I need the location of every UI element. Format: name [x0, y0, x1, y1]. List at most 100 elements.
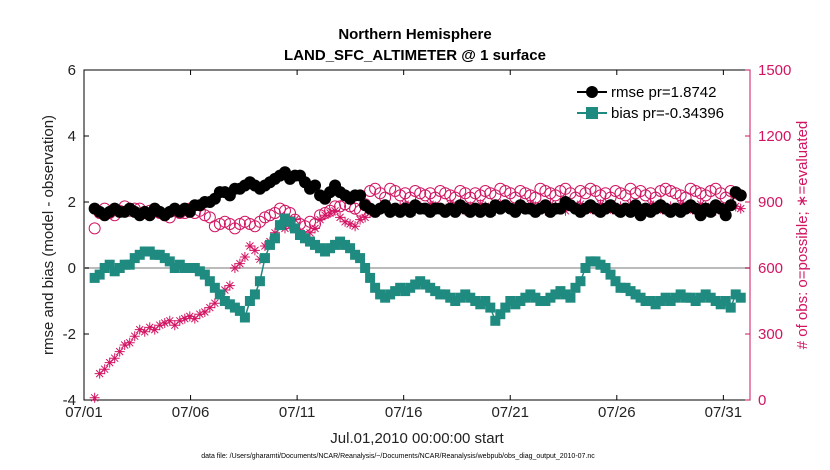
bias-point: [725, 302, 736, 313]
bias-point: [470, 296, 481, 306]
bias-point: [199, 269, 210, 280]
bias-point: [530, 292, 541, 303]
evaluated-point: [229, 263, 240, 273]
bias-point: [600, 263, 611, 273]
bias-point: [274, 220, 285, 231]
legend-rmse-marker: [586, 86, 598, 98]
evaluated-point: [254, 254, 265, 265]
evaluated-point: [89, 392, 100, 403]
x-tick-label: 07/01: [65, 404, 103, 421]
bias-point: [405, 282, 416, 293]
evaluated-point: [695, 199, 706, 210]
bias-point: [184, 263, 195, 273]
bias-point: [415, 276, 426, 287]
bias-point: [710, 296, 721, 306]
data-file-footnote: data file: /Users/gharamti/Documents/NCA…: [201, 453, 595, 460]
evaluated-point: [249, 245, 260, 256]
bias-point: [219, 296, 230, 306]
bias-point: [630, 289, 641, 300]
bias-point: [189, 263, 200, 273]
bias-point: [550, 289, 561, 300]
evaluated-point: [330, 205, 341, 216]
bias-point: [114, 263, 125, 273]
bias-point: [595, 259, 606, 270]
bias-point: [705, 292, 716, 303]
legend-bias-marker: [586, 107, 598, 119]
evaluated-point: [269, 227, 280, 238]
bias-point: [139, 246, 150, 257]
bias-point: [435, 289, 446, 300]
bias-point: [440, 289, 451, 300]
evaluated-point: [119, 340, 130, 350]
evaluated-point: [139, 326, 150, 337]
bias-point: [605, 269, 616, 280]
bias-point: [325, 243, 336, 254]
evaluated-point: [179, 313, 190, 324]
rmse-point: [724, 199, 737, 212]
bias-point: [94, 269, 105, 280]
evaluated-point: [305, 227, 316, 238]
evaluated-point: [360, 212, 371, 223]
bias-point: [350, 249, 361, 260]
evaluated-point: [154, 320, 165, 331]
evaluated-point: [735, 203, 746, 214]
evaluated-point: [144, 322, 155, 333]
bias-point: [540, 296, 551, 306]
bias-point: [680, 292, 691, 303]
bias-point: [655, 296, 666, 306]
bias-point: [510, 299, 521, 310]
bias-point: [194, 266, 205, 277]
bias-point: [420, 279, 431, 290]
plot-area: [83, 69, 751, 401]
bias-point: [625, 286, 636, 297]
bias-point: [365, 272, 376, 283]
bias-point: [109, 266, 120, 277]
bias-point: [620, 282, 631, 293]
evaluated-point: [99, 364, 110, 375]
bias-point: [239, 312, 250, 323]
evaluated-point: [174, 315, 185, 326]
evaluated-point: [204, 302, 215, 313]
evaluated-point: [199, 307, 210, 317]
evaluated-point: [279, 223, 290, 234]
bias-point: [264, 239, 275, 250]
bias-point: [154, 249, 165, 260]
bias-point: [294, 230, 305, 240]
bias-point: [665, 296, 676, 306]
bias-point: [570, 282, 581, 293]
bias-point: [715, 299, 726, 310]
y-axis-label-right: # of obs: o=possible; ∗=evaluated: [794, 121, 811, 350]
bias-point: [610, 276, 621, 287]
bias-point: [335, 236, 346, 247]
evaluated-point: [325, 208, 336, 218]
evaluated-point: [219, 285, 230, 295]
bias-point: [124, 259, 135, 270]
y-tick-label-right: 0: [758, 392, 766, 409]
bias-point: [735, 292, 746, 303]
bias-point: [455, 292, 466, 303]
evaluated-point: [475, 199, 486, 210]
evaluated-point: [129, 331, 140, 342]
legend-rmse-label: rmse pr=1.8742: [611, 84, 716, 101]
bias-point: [670, 292, 681, 303]
evaluated-point: [289, 214, 300, 225]
evaluated-point: [104, 357, 115, 368]
bias-point: [144, 246, 155, 257]
evaluated-point: [350, 221, 361, 232]
evaluated-point: [310, 223, 321, 234]
bias-point: [695, 292, 706, 303]
bias-point: [535, 296, 546, 306]
bias-point: [305, 236, 316, 247]
evaluated-point: [345, 219, 356, 229]
bias-point: [164, 256, 175, 267]
evaluated-point: [320, 210, 331, 221]
y-tick-label-left: -4: [63, 392, 76, 409]
bias-point: [310, 239, 321, 250]
bias-point: [580, 263, 591, 273]
evaluated-point: [234, 258, 245, 269]
bias-point: [169, 263, 180, 273]
bias-point: [675, 289, 686, 300]
evaluated-point: [244, 241, 255, 251]
evaluated-point: [259, 241, 270, 251]
evaluated-point: [164, 315, 175, 326]
